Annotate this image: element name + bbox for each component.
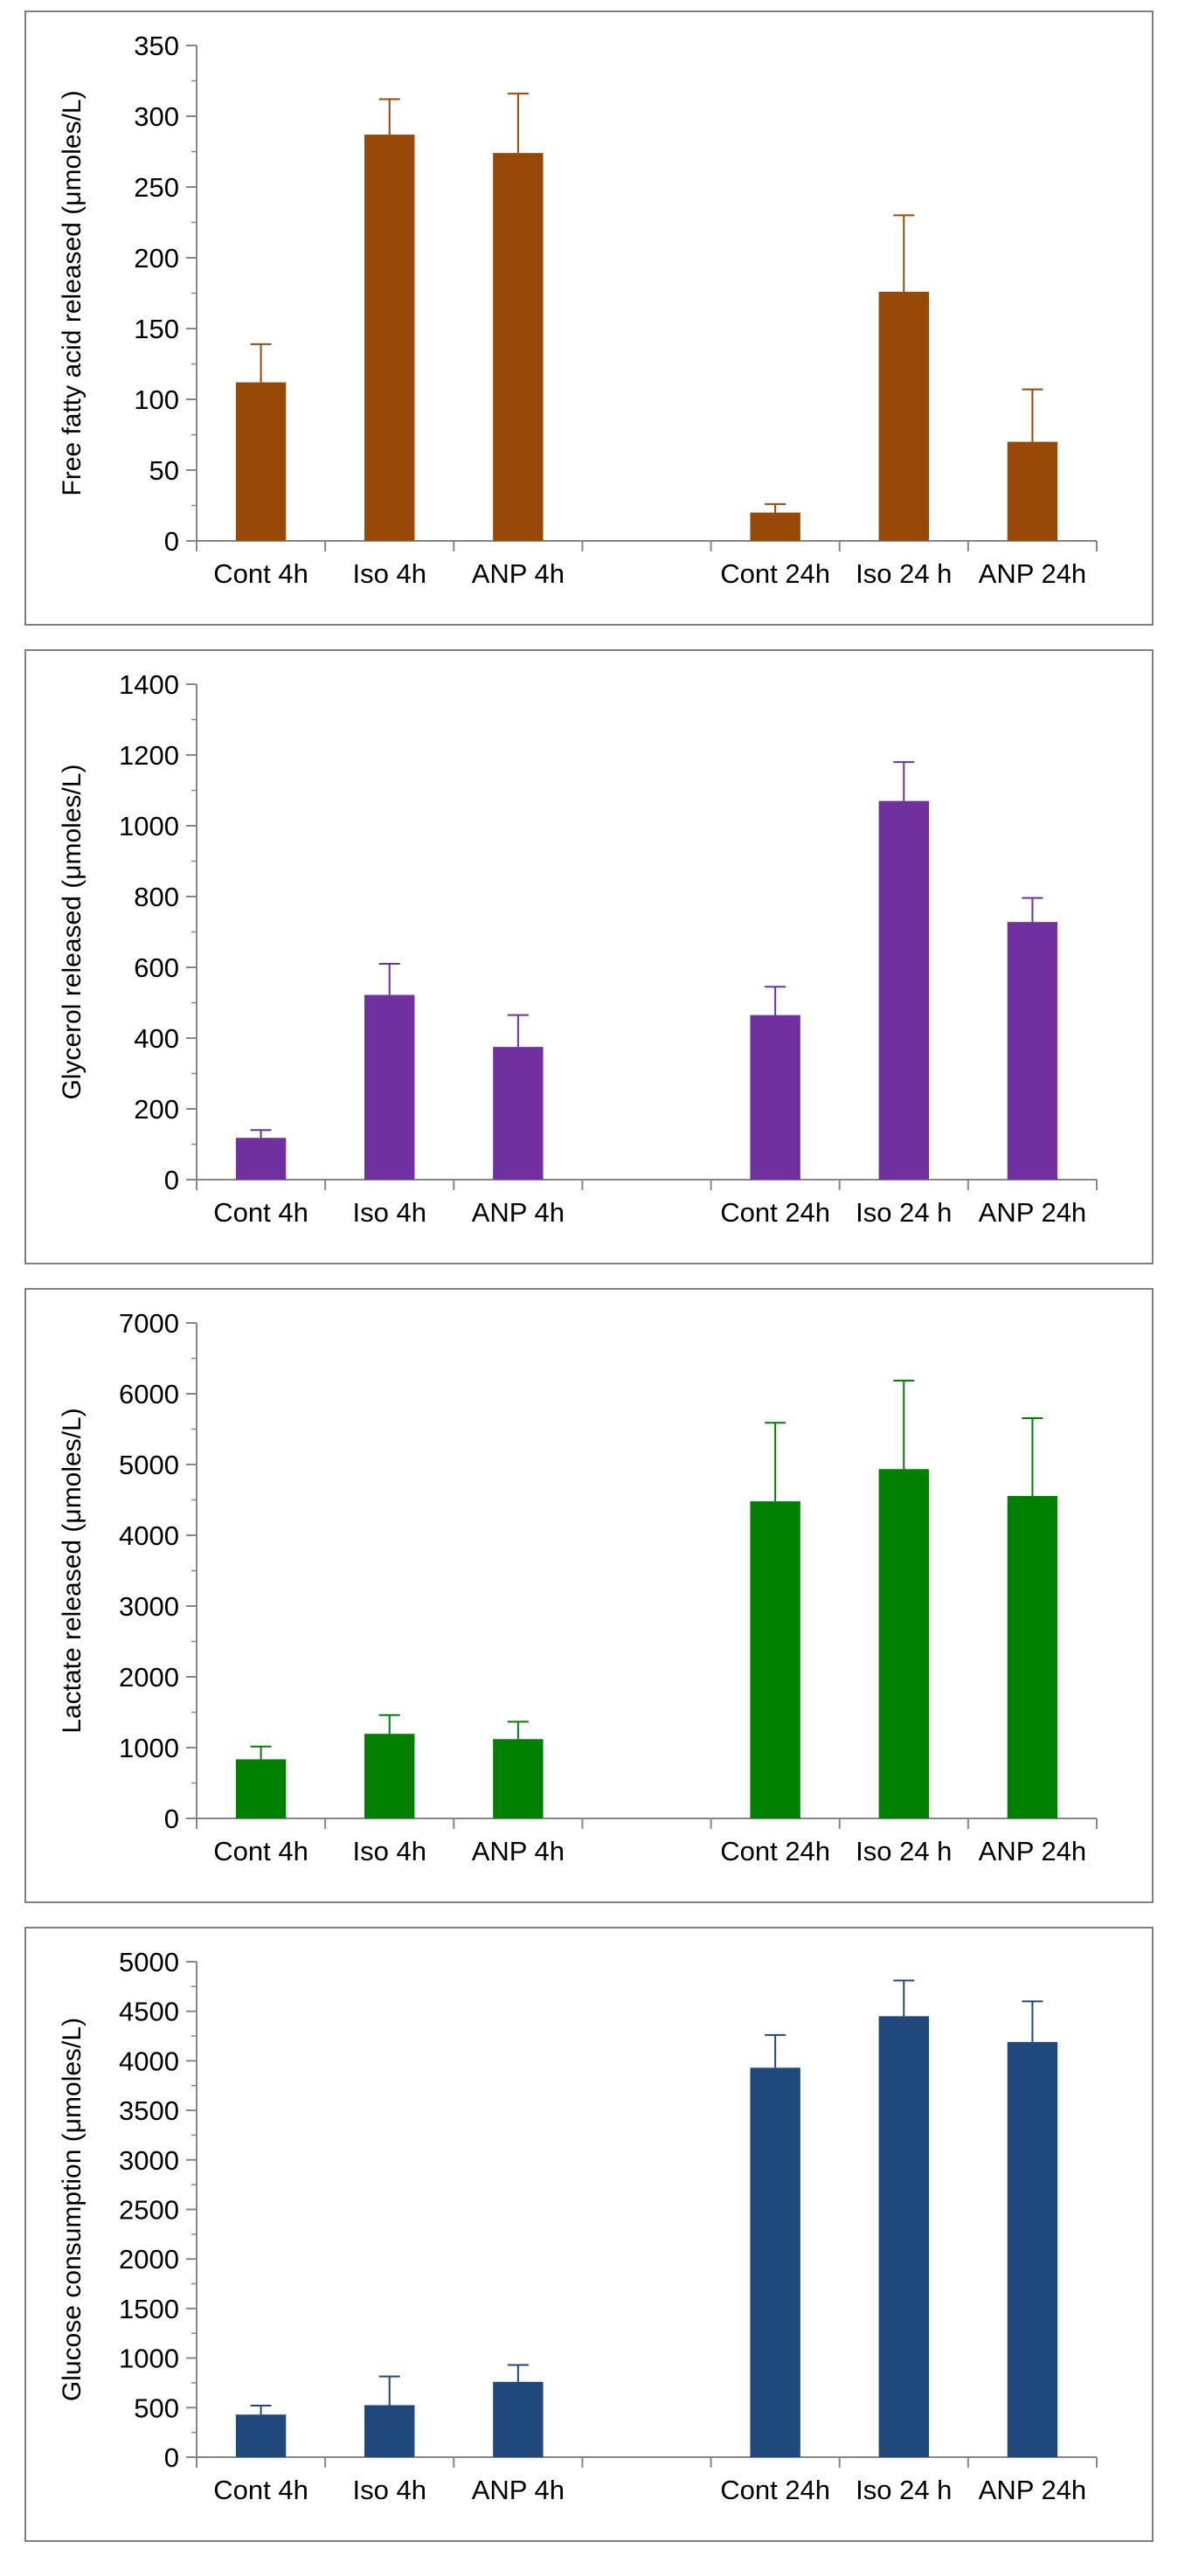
bar [493, 2381, 544, 2457]
y-tick-label: 350 [134, 31, 179, 61]
bar [750, 2067, 800, 2457]
x-tick-label: Cont 24h [720, 558, 830, 589]
x-tick-label: Iso 4h [352, 1836, 426, 1866]
x-tick-label: ANP 24h [979, 1197, 1087, 1228]
bar [493, 153, 544, 541]
y-tick-label: 5000 [119, 1450, 179, 1480]
chart-svg: 0 200 400 600 800 1000 1200 1400 Cont 4h Iso 4h AN… [58, 669, 1098, 1228]
x-tick-label: Cont 24h [720, 2475, 830, 2505]
x-tick-label: ANP 24h [979, 2475, 1087, 2505]
bar [1007, 441, 1058, 541]
y-tick-label: 1200 [119, 740, 179, 771]
bar [235, 2414, 287, 2457]
y-tick-label: 400 [134, 1023, 179, 1054]
y-tick-label: 800 [134, 882, 179, 912]
y-tick-label: 300 [134, 101, 179, 132]
y-tick-label: 3000 [119, 2145, 179, 2176]
y-tick-label: 500 [134, 2392, 179, 2423]
y-tick-label: 2000 [119, 1662, 179, 1693]
y-tick-label: 2500 [119, 2195, 179, 2226]
bar [1007, 2041, 1058, 2457]
y-tick-label: 3500 [119, 2095, 179, 2126]
bar [493, 1047, 544, 1180]
x-tick-label: Iso 4h [352, 2475, 426, 2505]
y-axis-label: Free fatty acid released (μmoles/L) [58, 90, 87, 495]
y-tick-label: 6000 [119, 1379, 179, 1409]
y-tick-label: 4000 [119, 1520, 179, 1551]
y-tick-label: 1500 [119, 2294, 179, 2324]
y-tick-label: 1000 [119, 811, 179, 841]
chart-panel-glucose: 0 500 1000 1500 2000 2500 3000 3500 4000 4500 5000… [24, 1927, 1154, 2542]
y-tick-label: 1000 [119, 2344, 179, 2374]
chart-svg: 0 50 100 150 200 250 300 350 Cont 4h Iso 4h ANP 4h… [58, 31, 1098, 589]
x-tick-label: Cont 4h [213, 2475, 308, 2505]
y-axis-label: Glucose consumption (μmoles/L) [58, 2018, 87, 2401]
x-tick-label: Iso 24 h [856, 2475, 952, 2505]
bar [235, 382, 287, 541]
y-tick-label: 4000 [119, 2046, 179, 2076]
bar [750, 1014, 800, 1180]
bar [750, 1501, 800, 1818]
bar [493, 1739, 544, 1818]
y-tick-label: 0 [164, 1804, 179, 1834]
y-tick-label: 0 [164, 2442, 179, 2473]
bar [878, 1469, 929, 1818]
bar [750, 512, 800, 541]
y-tick-label: 200 [134, 243, 179, 274]
bar [878, 2016, 929, 2457]
x-tick-label: Iso 4h [352, 1197, 426, 1228]
x-tick-label: Iso 24 h [856, 558, 952, 589]
x-tick-label: ANP 4h [472, 1836, 565, 1866]
bar [364, 994, 415, 1180]
x-tick-label: Iso 4h [352, 558, 426, 589]
y-tick-label: 5000 [119, 1947, 179, 1977]
bar [235, 1138, 287, 1180]
bar [1007, 922, 1058, 1180]
chart-svg: 0 1000 2000 3000 4000 5000 6000 7000 Cont 4h Iso … [58, 1308, 1098, 1866]
y-tick-label: 200 [134, 1094, 179, 1125]
bar [364, 135, 415, 541]
x-tick-label: ANP 24h [979, 558, 1087, 589]
y-tick-label: 150 [134, 314, 179, 344]
y-tick-label: 100 [134, 384, 179, 415]
y-tick-label: 250 [134, 172, 179, 203]
chart-panel-glycerol: 0 200 400 600 800 1000 1200 1400 Cont 4h Iso 4h AN… [24, 649, 1154, 1264]
y-tick-label: 1400 [119, 669, 179, 700]
x-tick-label: Cont 4h [213, 1197, 308, 1228]
y-tick-label: 1000 [119, 1733, 179, 1763]
y-tick-label: 7000 [119, 1308, 179, 1339]
y-tick-label: 2000 [119, 2244, 179, 2275]
x-tick-label: ANP 4h [472, 558, 565, 589]
x-tick-label: Iso 24 h [856, 1836, 952, 1866]
y-axis-label: Lactate released (μmoles/L) [58, 1408, 87, 1733]
bar [878, 800, 929, 1180]
y-tick-label: 4500 [119, 1997, 179, 2027]
y-tick-label: 600 [134, 952, 179, 983]
y-axis-label: Glycerol released (μmoles/L) [58, 764, 87, 1099]
bar [1007, 1496, 1058, 1818]
x-tick-label: Iso 24 h [856, 1197, 952, 1228]
x-tick-label: Cont 24h [720, 1197, 830, 1228]
y-tick-label: 3000 [119, 1591, 179, 1622]
x-tick-label: ANP 24h [979, 1836, 1087, 1866]
y-tick-label: 0 [164, 1165, 179, 1195]
chart-panel-free-fatty-acid: 0 50 100 150 200 250 300 350 Cont 4h Iso 4h ANP 4h… [24, 10, 1154, 626]
x-tick-label: ANP 4h [472, 1197, 565, 1228]
x-tick-label: ANP 4h [472, 2475, 565, 2505]
y-tick-label: 0 [164, 526, 179, 557]
x-tick-label: Cont 4h [213, 558, 308, 589]
chart-panel-lactate: 0 1000 2000 3000 4000 5000 6000 7000 Cont 4h Iso … [24, 1288, 1154, 1903]
x-tick-label: Cont 24h [720, 1836, 830, 1866]
y-tick-label: 50 [149, 455, 179, 486]
chart-svg: 0 500 1000 1500 2000 2500 3000 3500 4000 4500 5000… [58, 1947, 1098, 2505]
bar [878, 291, 929, 541]
bar [364, 1734, 415, 1818]
bar [235, 1759, 287, 1818]
bar [364, 2405, 415, 2457]
x-tick-label: Cont 4h [213, 1836, 308, 1866]
